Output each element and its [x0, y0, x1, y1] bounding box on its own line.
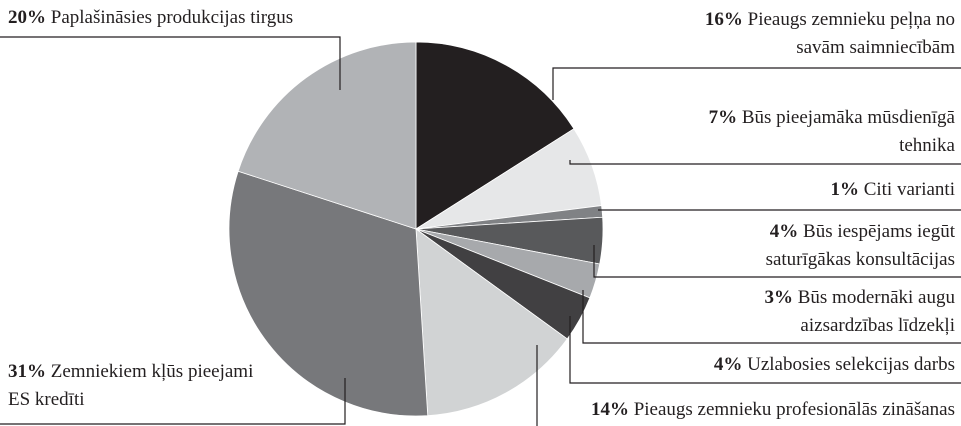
value-label: 14% — [590, 399, 629, 420]
category-label: Būs pieejamāka mūsdienīgā tehnika — [741, 107, 955, 156]
slice-label: 31% Zemniekiem kļūs pieejami ES kredīti — [8, 358, 258, 414]
leader-line — [569, 160, 961, 165]
leader-lines — [0, 36, 961, 426]
slice-label: 20% Paplašināsies produkcijas tirgus — [8, 4, 428, 32]
leader-line — [552, 67, 961, 100]
value-label: 16% — [704, 9, 743, 30]
leader-line — [593, 245, 961, 278]
slice — [237, 41, 417, 230]
slice-label: 16% Pieaugs zemnieku peļņa no savām saim… — [655, 6, 955, 62]
category-label: Zemniekiem kļūs pieejami ES kredīti — [8, 361, 254, 410]
leader-line — [0, 378, 346, 425]
leader-line — [582, 290, 961, 344]
slice-label: 4% Būs iespējams iegūt saturīgākas konsu… — [695, 218, 955, 274]
value-label: 1% — [830, 179, 859, 200]
value-label: 31% — [8, 361, 46, 382]
value-label: 7% — [708, 107, 738, 128]
value-label: 4% — [713, 354, 743, 375]
leader-line — [0, 36, 341, 90]
leader-line — [569, 316, 961, 384]
slice — [415, 41, 575, 230]
category-label: Pieaugs zemnieku profesionālās zināšanas — [633, 399, 955, 420]
slice-label: 1% Citi varianti — [655, 176, 955, 204]
value-label: 4% — [769, 221, 799, 242]
category-label: Citi varianti — [863, 179, 955, 200]
slices — [228, 41, 604, 417]
value-label: 20% — [8, 7, 46, 28]
slice-label: 3% Būs modernāki augu aizsardzības līdze… — [695, 284, 955, 340]
category-label: Būs modernāki augu aizsardzības līdzekļi — [797, 287, 955, 336]
slice-label: 14% Pieaugs zemnieku profesionālās zināš… — [515, 396, 955, 424]
slice-label: 7% Būs pieejamāka mūsdienīgā tehnika — [695, 104, 955, 160]
slice — [228, 170, 429, 417]
slice-label: 4% Uzlabosies selekcijas darbs — [555, 351, 955, 379]
category-label: Paplašināsies produkcijas tirgus — [50, 7, 294, 28]
slice — [415, 228, 568, 417]
category-label: Uzlabosies selekcijas darbs — [747, 354, 955, 375]
category-label: Pieaugs zemnieku peļņa no savām saimniec… — [747, 9, 955, 58]
category-label: Būs iespējams iegūt saturīgākas konsultā… — [765, 221, 955, 270]
value-label: 3% — [764, 287, 793, 308]
